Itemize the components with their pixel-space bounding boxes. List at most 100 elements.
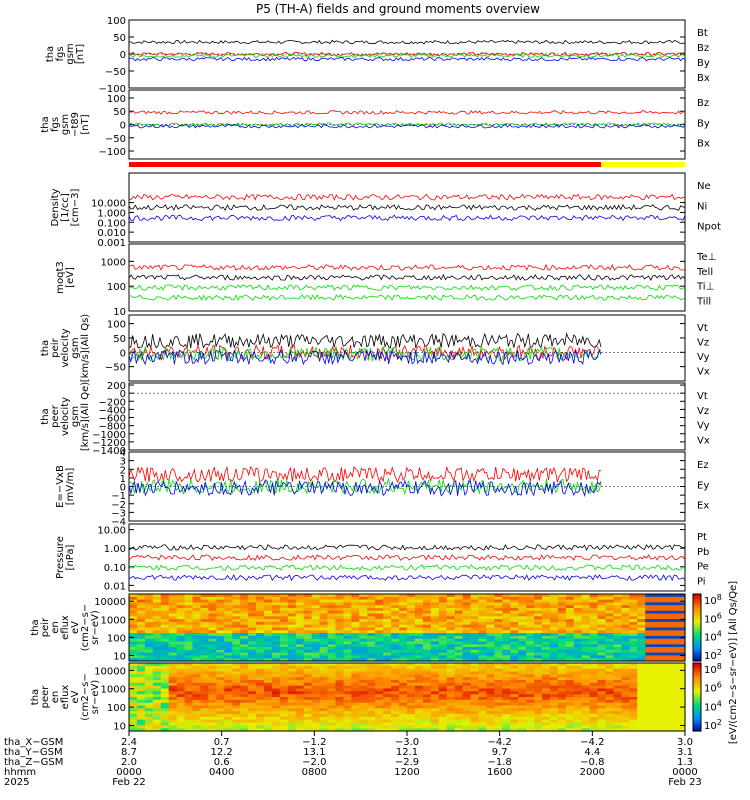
heatmap-cell — [129, 711, 138, 715]
heatmap-cell — [446, 722, 456, 726]
heatmap-cell — [422, 644, 432, 648]
heatmap-cell — [351, 691, 360, 695]
heatmap-cell — [581, 652, 591, 656]
heatmap-cell — [565, 699, 575, 704]
y-tick-label: 3 — [120, 457, 126, 468]
heatmap-cell — [589, 680, 599, 684]
heatmap-cell — [152, 627, 162, 631]
heatmap-cell — [470, 641, 479, 645]
heatmap-cell — [216, 602, 225, 606]
heatmap-cell — [303, 619, 313, 623]
heatmap-cell — [367, 599, 376, 603]
heatmap-cell — [494, 652, 503, 656]
heatmap-cell — [573, 627, 583, 631]
heatmap-cell — [613, 652, 622, 656]
heatmap-cell — [486, 616, 495, 620]
series-pi — [128, 574, 686, 582]
heatmap-cell — [581, 674, 591, 678]
heatmap-cell — [319, 691, 329, 695]
heatmap-cell — [351, 649, 360, 654]
heatmap-cell — [462, 610, 472, 615]
heatmap-cell — [375, 697, 384, 701]
heatmap-cell — [550, 694, 559, 698]
heatmap-cell — [192, 705, 201, 709]
heatmap-cell — [240, 711, 249, 715]
heatmap-cell — [629, 694, 638, 698]
heatmap-cell — [605, 647, 615, 651]
heatmap-cell — [248, 621, 257, 626]
heatmap-cell — [470, 638, 479, 643]
heatmap-cell — [645, 697, 654, 701]
heatmap-cell — [359, 638, 368, 643]
heatmap-cell — [407, 682, 416, 687]
heatmap-cell — [375, 627, 384, 631]
heatmap-cell — [446, 671, 456, 675]
series-vz — [128, 344, 601, 362]
heatmap-cell — [526, 716, 535, 721]
heatmap-cell — [677, 714, 686, 718]
heatmap-cell — [414, 655, 424, 659]
heatmap-cell — [391, 652, 400, 656]
heatmap-cell — [287, 697, 297, 701]
heatmap-cell — [351, 658, 360, 662]
heatmap-cell — [502, 658, 511, 662]
heatmap-cell — [542, 641, 551, 645]
heatmap-cell — [192, 725, 201, 729]
heatmap-cell — [327, 705, 337, 709]
heatmap-cell — [581, 716, 591, 721]
heatmap-cell — [248, 624, 257, 629]
heatmap-cell — [478, 647, 487, 651]
heatmap-cell — [264, 619, 273, 623]
heatmap-cell — [462, 728, 472, 732]
heatmap-cell — [550, 599, 559, 603]
heatmap-cell — [438, 697, 448, 701]
heatmap-cell — [240, 644, 249, 648]
heatmap-cell — [303, 649, 313, 654]
heatmap-cell — [224, 699, 233, 704]
heatmap-cell — [311, 685, 321, 690]
heatmap-cell — [454, 714, 464, 718]
heatmap-cell — [613, 694, 622, 698]
heatmap-cell — [136, 708, 146, 712]
heatmap-cell — [518, 719, 527, 724]
heatmap-cell — [176, 641, 186, 645]
heatmap-cell — [240, 647, 249, 651]
heatmap-cell — [407, 605, 416, 609]
heatmap-cell — [208, 682, 217, 687]
heatmap-cell — [200, 610, 209, 615]
heatmap-cell — [136, 633, 146, 637]
heatmap-cell — [581, 610, 591, 615]
heatmap-cell — [399, 633, 408, 637]
heatmap-cell — [542, 605, 551, 609]
heatmap-cell — [462, 668, 472, 673]
heatmap-cell — [200, 619, 209, 623]
heatmap-cell — [494, 671, 503, 675]
plot-title: P5 (TH-A) fields and ground moments over… — [256, 2, 540, 16]
heatmap-cell — [494, 596, 503, 601]
heatmap-cell — [645, 674, 654, 678]
heatmap-cell — [422, 599, 432, 603]
heatmap-cell — [518, 649, 527, 654]
heatmap-cell — [256, 596, 265, 601]
heatmap-cell — [351, 652, 360, 656]
colorbar-cell — [693, 654, 701, 658]
heatmap-cell — [407, 705, 416, 709]
heatmap-cell — [494, 702, 503, 707]
heatmap-cell — [287, 596, 297, 601]
heatmap-cell — [542, 685, 551, 690]
heatmap-cell — [518, 627, 527, 631]
heatmap-cell — [232, 658, 241, 662]
heatmap-cell — [557, 719, 567, 724]
heatmap-cell — [677, 671, 686, 675]
heatmap-cell — [613, 599, 622, 603]
heatmap-cell — [502, 728, 511, 732]
heatmap-cell — [240, 652, 249, 656]
heatmap-cell — [653, 668, 662, 673]
heatmap-cell — [597, 594, 607, 598]
heatmap-cell — [526, 596, 535, 601]
heatmap-cell — [534, 716, 543, 721]
legend-vz: Vz — [697, 338, 709, 349]
heatmap-cell — [645, 705, 654, 709]
heatmap-cell — [319, 728, 329, 732]
heatmap-cell — [534, 722, 543, 726]
